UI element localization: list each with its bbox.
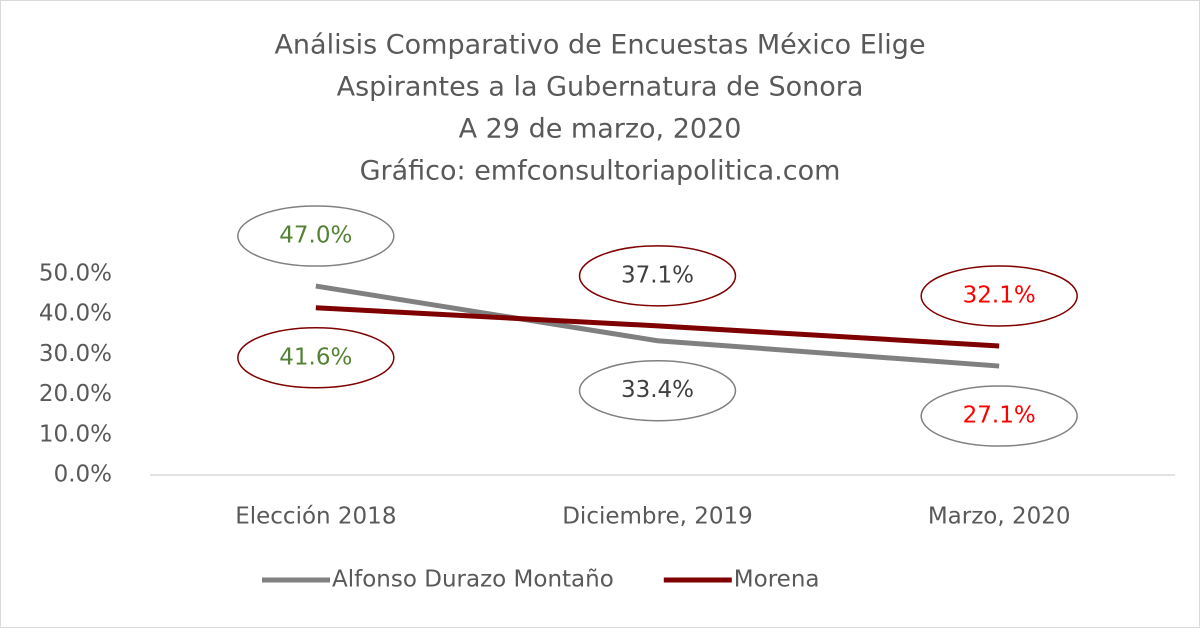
legend-label: Alfonso Durazo Montaño [332, 567, 614, 593]
y-tick-label: 20.0% [39, 381, 112, 407]
chart-title: Aspirantes a la Gubernatura de Sonora [337, 72, 864, 103]
label-bubble [578, 245, 737, 307]
label-bubble [578, 359, 737, 422]
legend-label: Morena [734, 567, 820, 593]
y-tick-label: 40.0% [39, 301, 112, 327]
series-line [315, 283, 1000, 369]
data-label: 41.6% [279, 344, 352, 370]
chart-title: Análisis Comparativo de Encuestas México… [274, 30, 925, 61]
data-label: 32.1% [963, 282, 1036, 308]
data-label: 37.1% [621, 262, 694, 288]
x-tick-label: Marzo, 2020 [928, 504, 1071, 530]
data-label: 27.1% [963, 403, 1036, 429]
series-line [315, 305, 1000, 349]
label-bubble [920, 385, 1078, 447]
data-label: 33.4% [621, 377, 694, 403]
data-label: 47.0% [279, 223, 352, 249]
chart-title: Gráfico: emfconsultoriapolitica.com [360, 156, 841, 187]
label-bubble [237, 327, 395, 389]
x-tick-label: Diciembre, 2019 [562, 504, 753, 530]
label-bubble [920, 265, 1078, 327]
label-bubble [237, 205, 395, 267]
y-tick-label: 30.0% [39, 341, 112, 367]
x-tick-label: Elección 2018 [235, 504, 396, 530]
y-tick-label: 50.0% [39, 261, 112, 287]
y-tick-label: 10.0% [39, 421, 112, 447]
y-tick-label: 0.0% [54, 462, 112, 488]
chart-title: A 29 de marzo, 2020 [459, 114, 742, 145]
